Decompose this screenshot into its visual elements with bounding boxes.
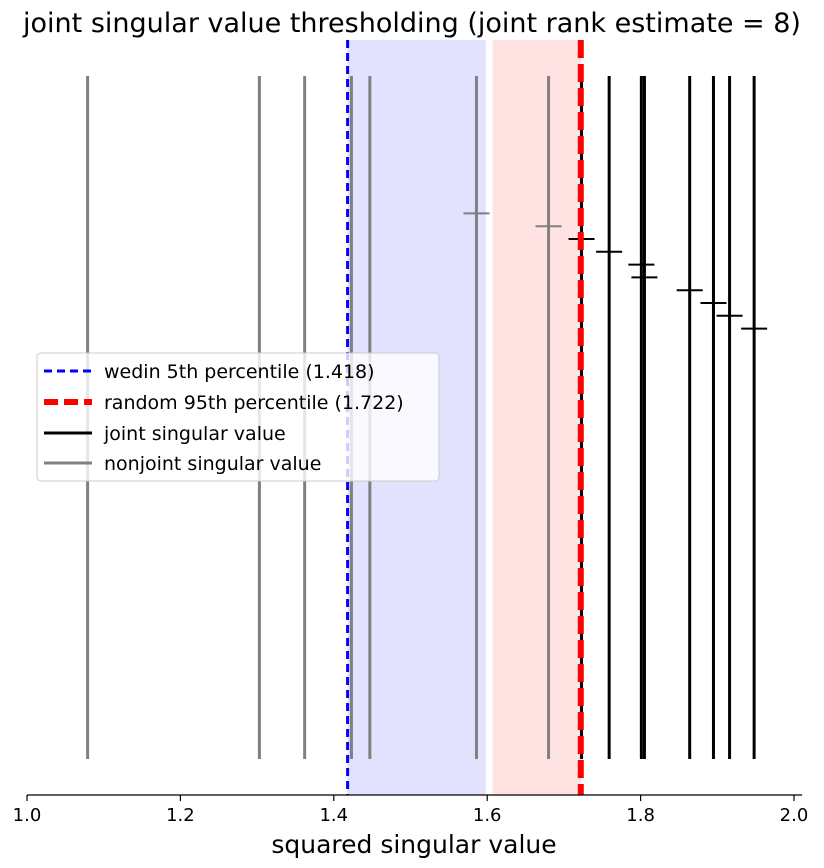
x-tick-label-3: 1.6: [473, 805, 502, 826]
chart-title: joint singular value thresholding (joint…: [22, 8, 801, 39]
x-axis-ticks: 1.0 1.2 1.4 1.6 1.8 2.0: [13, 795, 809, 826]
legend-label-joint: joint singular value: [103, 423, 286, 445]
x-tick-label-2: 1.4: [319, 805, 348, 826]
x-tick-label-0: 1.0: [13, 805, 42, 826]
x-tick-label-4: 1.8: [626, 805, 655, 826]
legend-label-nonjoint: nonjoint singular value: [104, 453, 321, 475]
legend-label-random: random 95th percentile (1.722): [104, 392, 404, 414]
legend-box: [36, 352, 440, 482]
x-tick-label-1: 1.2: [166, 805, 195, 826]
region-1: [492, 40, 581, 795]
legend: wedin 5th percentile (1.418) random 95th…: [36, 352, 440, 482]
x-axis-label: squared singular value: [271, 830, 556, 859]
legend-label-wedin: wedin 5th percentile (1.418): [104, 361, 375, 383]
x-tick-label-5: 2.0: [780, 805, 809, 826]
